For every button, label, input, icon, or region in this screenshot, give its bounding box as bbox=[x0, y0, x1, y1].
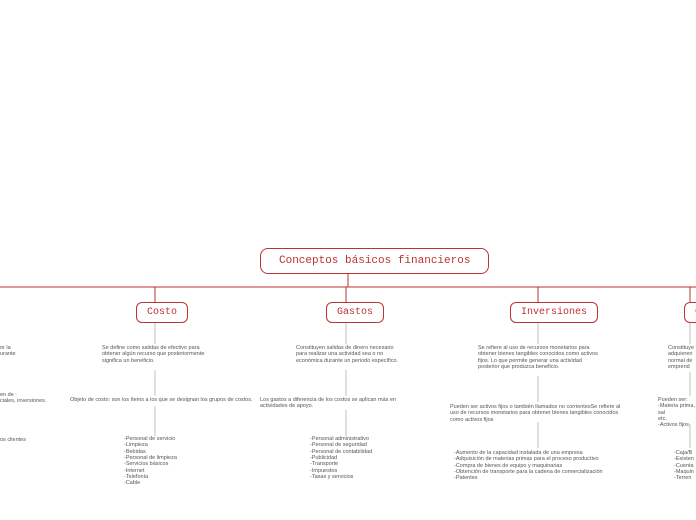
costo-left-frag3: os clientes bbox=[0, 437, 40, 443]
costo-left-frag1: or laurante bbox=[0, 345, 40, 358]
cut-def: Constituyeadquierennormal deemprend bbox=[668, 345, 696, 370]
costo-def: Se define como salidas de efectivo para … bbox=[102, 345, 212, 364]
inversiones-sub1: Pueden ser activos fijos o también llama… bbox=[450, 404, 625, 423]
costo-items: -Personal de servicio-Limpieza-Bebidas-P… bbox=[124, 436, 224, 487]
costo-sub1: Objeto de costo: son los ítems a los que… bbox=[70, 397, 255, 403]
cut-sub1: Pueden ser:-Materia prima, saletc.-Activ… bbox=[658, 397, 696, 429]
inversiones-def: Se refiere al uso de recursos monetarios… bbox=[478, 345, 603, 370]
inversiones-items: -Aumento de la capacidad instalada de un… bbox=[454, 450, 644, 482]
branch-costo: Costo bbox=[136, 302, 188, 323]
cut-items: -Caja/B-Existen-Cuenta-Maquin-Terren bbox=[674, 450, 696, 482]
branch-cut: C bbox=[684, 302, 696, 323]
costo-left-frag2: en de :ciales, inversiones. bbox=[0, 392, 55, 405]
branch-inversiones: Inversiones bbox=[510, 302, 598, 323]
gastos-def: Constituyen salidas de dinero necesario … bbox=[296, 345, 406, 364]
gastos-sub1: Los gastos a diferencia de los costos se… bbox=[260, 397, 425, 410]
root-node: Conceptos básicos financieros bbox=[260, 248, 489, 274]
gastos-items: -Personal administrativo-Personal de seg… bbox=[310, 436, 430, 480]
branch-gastos: Gastos bbox=[326, 302, 384, 323]
